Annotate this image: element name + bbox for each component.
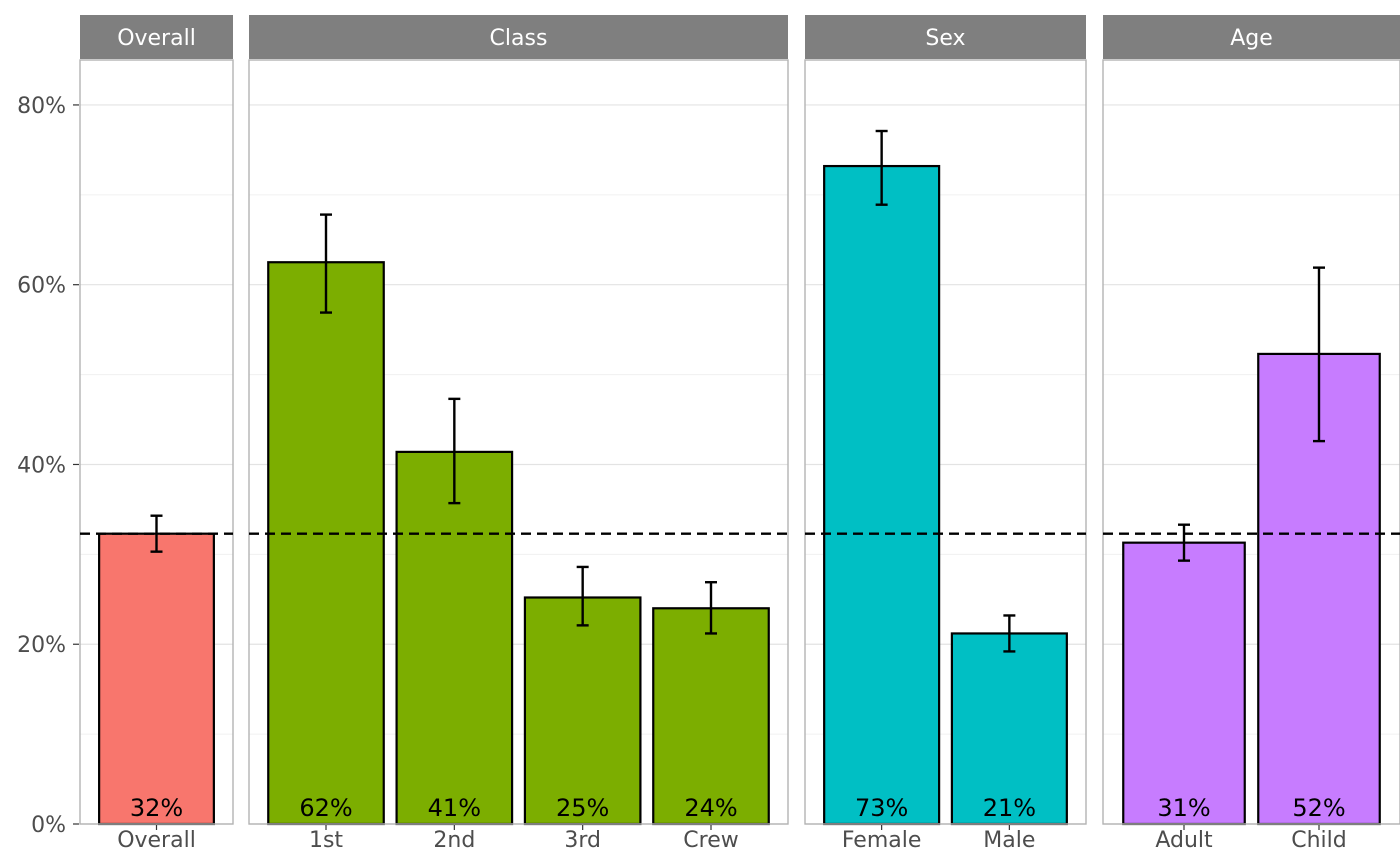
x-tick-label: 1st	[309, 828, 343, 853]
y-tick-label: 0%	[31, 813, 66, 838]
bar-value-label: 52%	[1292, 794, 1345, 822]
bar-value-label: 25%	[556, 794, 609, 822]
y-axis: 0% 20% 40% 60% 80%	[17, 94, 79, 838]
x-tick-label: Child	[1291, 828, 1347, 853]
facet-strip	[1103, 15, 1400, 59]
bar-adult	[1122, 541, 1246, 826]
bar-value-label: 62%	[299, 794, 352, 822]
bar-crew	[652, 607, 770, 826]
panel-border	[79, 59, 234, 825]
bar-2nd	[395, 450, 514, 826]
bar-female	[823, 164, 941, 826]
panel-border	[804, 59, 1087, 825]
bar-value-label: 41%	[428, 794, 481, 822]
x-tick-label: Overall	[117, 828, 196, 853]
bar-value-label: 31%	[1157, 794, 1210, 822]
facet-panel-sex: Sex 73% Female 21% Male	[804, 15, 1087, 853]
x-tick-label: Crew	[683, 828, 738, 853]
bar-male	[950, 632, 1068, 826]
facet-strip-label: Sex	[925, 26, 965, 51]
x-tick-label: 2nd	[433, 828, 475, 853]
facet-strip-label: Overall	[117, 26, 196, 51]
facet-panel-overall: Overall 32% Overall	[79, 15, 234, 853]
y-tick-label: 20%	[17, 633, 66, 658]
facet-panel-age: Age 31% Adult 52% Child	[1102, 15, 1400, 853]
x-tick-label: 3rd	[564, 828, 601, 853]
y-tick-label: 40%	[17, 453, 66, 478]
x-tick-label: Adult	[1155, 828, 1213, 853]
bar-value-label: 73%	[855, 794, 908, 822]
bar-value-label: 21%	[983, 794, 1036, 822]
bar-3rd	[523, 596, 642, 826]
bar-value-label: 32%	[130, 794, 183, 822]
facet-strip-label: Age	[1230, 26, 1273, 51]
facet-strip	[80, 15, 233, 59]
facet-panel-class: Class 62% 1st 41% 2nd 25% 3rd 24% Crew	[248, 15, 789, 853]
bar-1st	[267, 261, 385, 826]
facet-strip	[805, 15, 1086, 59]
x-tick-label: Male	[983, 828, 1035, 853]
facet-strip	[249, 15, 788, 59]
y-tick-label: 80%	[17, 94, 66, 119]
bar-value-label: 24%	[684, 794, 737, 822]
panel-border	[248, 59, 789, 825]
facet-panels: Overall 32% Overall Class 62% 1st 41% 2nd 25% 3rd…	[79, 15, 1400, 853]
facet-strip-label: Class	[490, 26, 548, 51]
y-tick-label: 60%	[17, 274, 66, 299]
x-tick-label: Female	[842, 828, 922, 853]
bar-overall	[98, 532, 215, 826]
panel-border	[1102, 59, 1400, 825]
